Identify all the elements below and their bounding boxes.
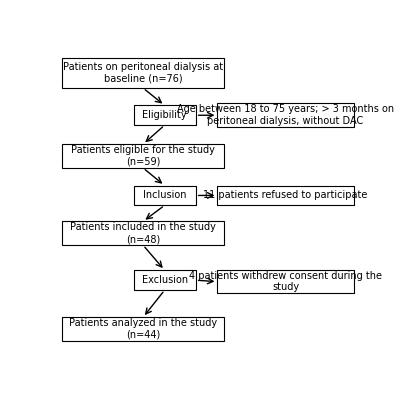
Text: Patients on peritoneal dialysis at
baseline (n=76): Patients on peritoneal dialysis at basel…	[63, 62, 223, 84]
FancyBboxPatch shape	[134, 185, 196, 205]
Text: Patients eligible for the study
(n=59): Patients eligible for the study (n=59)	[71, 145, 215, 167]
FancyBboxPatch shape	[62, 144, 224, 168]
Text: 11 patients refused to participate: 11 patients refused to participate	[204, 191, 368, 200]
Text: Age between 18 to 75 years; > 3 months on
peritoneal dialysis, without DAC: Age between 18 to 75 years; > 3 months o…	[177, 105, 394, 126]
FancyBboxPatch shape	[218, 270, 354, 294]
FancyBboxPatch shape	[218, 103, 354, 127]
Text: Exclusion: Exclusion	[142, 275, 188, 285]
Text: 4 patients withdrew consent during the
study: 4 patients withdrew consent during the s…	[189, 271, 382, 292]
FancyBboxPatch shape	[62, 222, 224, 245]
FancyBboxPatch shape	[134, 105, 196, 125]
Text: Eligibility: Eligibility	[142, 110, 187, 120]
Text: Inclusion: Inclusion	[143, 191, 186, 200]
FancyBboxPatch shape	[62, 318, 224, 341]
FancyBboxPatch shape	[134, 270, 196, 290]
FancyBboxPatch shape	[62, 58, 224, 88]
FancyBboxPatch shape	[218, 185, 354, 205]
Text: Patients included in the study
(n=48): Patients included in the study (n=48)	[70, 222, 216, 244]
Text: Patients analyzed in the study
(n=44): Patients analyzed in the study (n=44)	[69, 318, 217, 340]
